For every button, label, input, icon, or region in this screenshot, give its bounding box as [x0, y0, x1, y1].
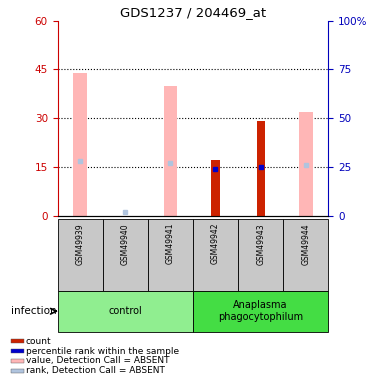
Bar — [238, 219, 283, 291]
Bar — [193, 219, 238, 291]
Bar — [164, 86, 177, 216]
Bar — [11, 349, 24, 353]
Bar — [299, 112, 312, 216]
Bar — [11, 359, 24, 363]
Bar — [58, 219, 103, 291]
Text: GSM49944: GSM49944 — [301, 223, 310, 265]
Text: GSM49943: GSM49943 — [256, 223, 265, 265]
Text: Anaplasma
phagocytophilum: Anaplasma phagocytophilum — [218, 300, 303, 322]
Text: GSM49939: GSM49939 — [76, 223, 85, 265]
Text: GSM49942: GSM49942 — [211, 223, 220, 264]
Bar — [58, 291, 193, 332]
Bar — [257, 122, 265, 216]
Text: GSM49940: GSM49940 — [121, 223, 130, 265]
Text: count: count — [26, 337, 51, 346]
Bar — [73, 73, 87, 216]
Bar — [193, 291, 328, 332]
Text: percentile rank within the sample: percentile rank within the sample — [26, 346, 179, 355]
Bar — [11, 339, 24, 343]
Text: control: control — [108, 306, 142, 316]
Title: GDS1237 / 204469_at: GDS1237 / 204469_at — [120, 6, 266, 20]
Text: value, Detection Call = ABSENT: value, Detection Call = ABSENT — [26, 357, 169, 366]
Text: infection: infection — [10, 306, 56, 316]
Text: rank, Detection Call = ABSENT: rank, Detection Call = ABSENT — [26, 366, 165, 375]
Bar — [283, 219, 328, 291]
Bar — [11, 369, 24, 373]
Bar — [103, 219, 148, 291]
Bar — [211, 160, 220, 216]
Text: GSM49941: GSM49941 — [166, 223, 175, 264]
Bar — [148, 219, 193, 291]
